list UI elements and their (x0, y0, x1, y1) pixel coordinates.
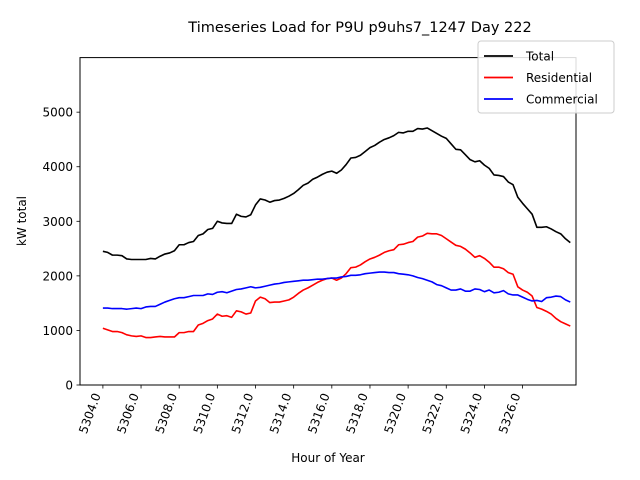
y-tick-label: 5000 (42, 106, 73, 120)
series-line-total (102, 127, 571, 261)
legend: Total Residential Commercial (477, 40, 615, 114)
chart-title: Timeseries Load for P9U p9uhs7_1247 Day … (187, 20, 531, 36)
series-line-commercial (102, 271, 571, 310)
series-lines (102, 127, 571, 339)
y-tick-label: 0 (65, 379, 73, 393)
legend-entries: Total Residential Commercial (484, 50, 598, 107)
legend-label-residential: Residential (526, 71, 592, 85)
y-tick-label: 4000 (42, 160, 73, 174)
y-tick-label: 3000 (42, 215, 73, 229)
plot-frame (79, 57, 577, 386)
y-axis-ticks: 0 1000 2000 3000 4000 5000 (42, 106, 80, 393)
legend-box (477, 40, 615, 114)
y-axis-label: kW total (15, 196, 29, 246)
legend-label-total: Total (525, 50, 554, 64)
y-tick-label: 2000 (42, 269, 73, 283)
legend-label-commercial: Commercial (526, 93, 598, 107)
x-axis-label: Hour of Year (291, 451, 365, 465)
y-tick-label: 1000 (42, 324, 73, 338)
series-line-residential (102, 232, 571, 339)
